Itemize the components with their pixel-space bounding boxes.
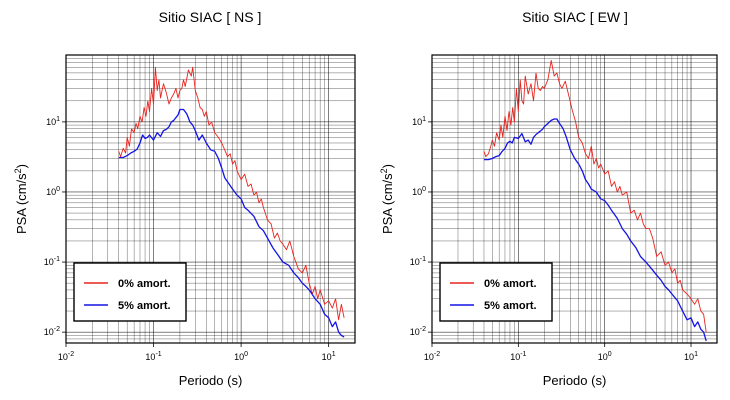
y-tick-label: 10-2 xyxy=(410,326,426,337)
y-tick-label: 10-1 xyxy=(410,256,426,267)
x-tick-label: 10-1 xyxy=(510,351,526,362)
series-line-undamped xyxy=(483,60,707,333)
y-tick-label: 10-1 xyxy=(44,256,60,267)
x-axis-label: Periodo (s) xyxy=(179,373,243,388)
x-tick-label: 10-1 xyxy=(145,351,161,362)
y-tick-label: 101 xyxy=(412,116,426,127)
y-tick-label: 100 xyxy=(412,186,426,197)
series-line-undamped xyxy=(118,66,345,321)
chart-panel-ew: Sitio SIAC [ EW ] 10-2 10-1 100 101 10-2 10-1 1… xyxy=(379,9,718,388)
y-tick-label: 100 xyxy=(46,186,60,197)
plot-frame xyxy=(431,54,718,344)
legend: 0% amort. 5% amort. xyxy=(439,262,553,322)
series-line-damped xyxy=(484,118,707,342)
x-tick-label: 100 xyxy=(234,351,248,362)
legend-box xyxy=(73,262,187,322)
chart-title: Sitio SIAC [ EW ] xyxy=(522,9,628,25)
plot-frame xyxy=(65,54,356,344)
legend-label: 0% amort. xyxy=(118,278,171,290)
legend-box xyxy=(439,262,553,322)
y-tick-label: 101 xyxy=(46,116,60,127)
y-axis-label: PSA (cm/s2) xyxy=(379,164,395,234)
legend-label: 0% amort. xyxy=(484,278,537,290)
x-tick-label: 101 xyxy=(684,351,698,362)
chart-panel-ns: Sitio SIAC [ NS ] 10-2 10-1 100 101 10-2 10-1 1… xyxy=(13,9,356,388)
x-tick-label: 10-2 xyxy=(424,351,440,362)
series-line-damped xyxy=(118,108,345,338)
y-axis-label: PSA (cm/s2) xyxy=(13,164,29,234)
legend-label: 5% amort. xyxy=(118,300,171,312)
x-tick-label: 10-2 xyxy=(58,351,74,362)
y-tick-label: 10-2 xyxy=(44,326,60,337)
x-tick-label: 101 xyxy=(322,351,336,362)
x-axis-label: Periodo (s) xyxy=(543,373,607,388)
chart-title: Sitio SIAC [ NS ] xyxy=(159,9,262,25)
grid xyxy=(65,54,356,344)
legend: 0% amort. 5% amort. xyxy=(73,262,187,322)
x-tick-label: 100 xyxy=(598,351,612,362)
legend-label: 5% amort. xyxy=(484,300,537,312)
